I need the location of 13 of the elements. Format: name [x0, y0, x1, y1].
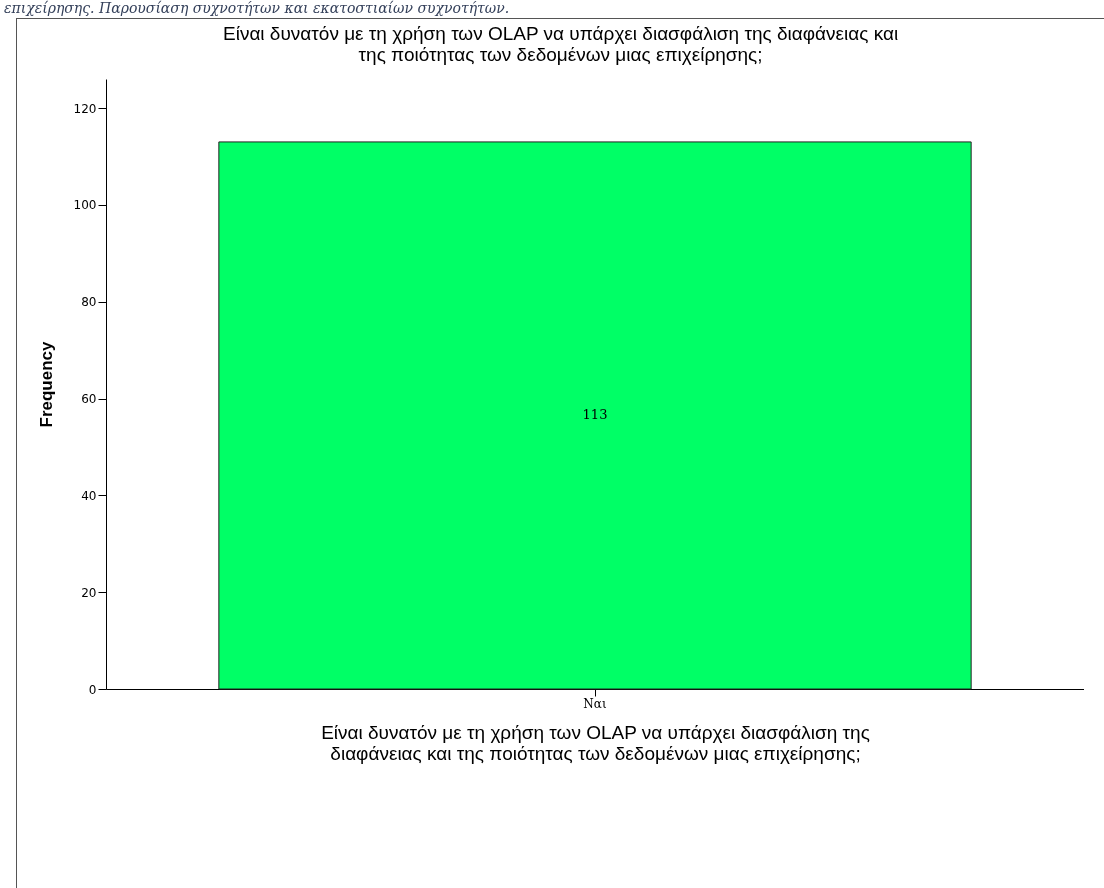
- y-tick-label: 60: [81, 392, 97, 407]
- text: επιχείρησης. Παρουσίαση συχνοτήτων και εκατοστιαίων συχνοτήτων.: [3, 0, 511, 16]
- y-tick-label: 100: [73, 198, 97, 213]
- data-label: 113: [582, 407, 608, 423]
- y-tick-label: 20: [81, 585, 97, 600]
- y-tick-label: 80: [81, 295, 97, 310]
- y-axis-title: Frequency: [36, 340, 56, 428]
- x-axis-title: Είναι δυνατόν με τη χρήση των OLAP να υπάρχει διασφάλιση της διαφάνειας και της ποιότητας των δεδομένων μιας επιχείρησης;: [321, 721, 870, 764]
- y-tick-label: 120: [73, 101, 97, 116]
- x-tick-label: Ναι: [583, 696, 607, 711]
- y-tick-label: 0: [88, 682, 97, 697]
- chart-title: Είναι δυνατόν με τη χρήση των OLAP να υπάρχει διασφάλιση της διαφάνειας και της ποιότητας των δεδομένων μιας επιχείρησης;: [222, 23, 899, 65]
- y-tick-label: 40: [81, 488, 97, 503]
